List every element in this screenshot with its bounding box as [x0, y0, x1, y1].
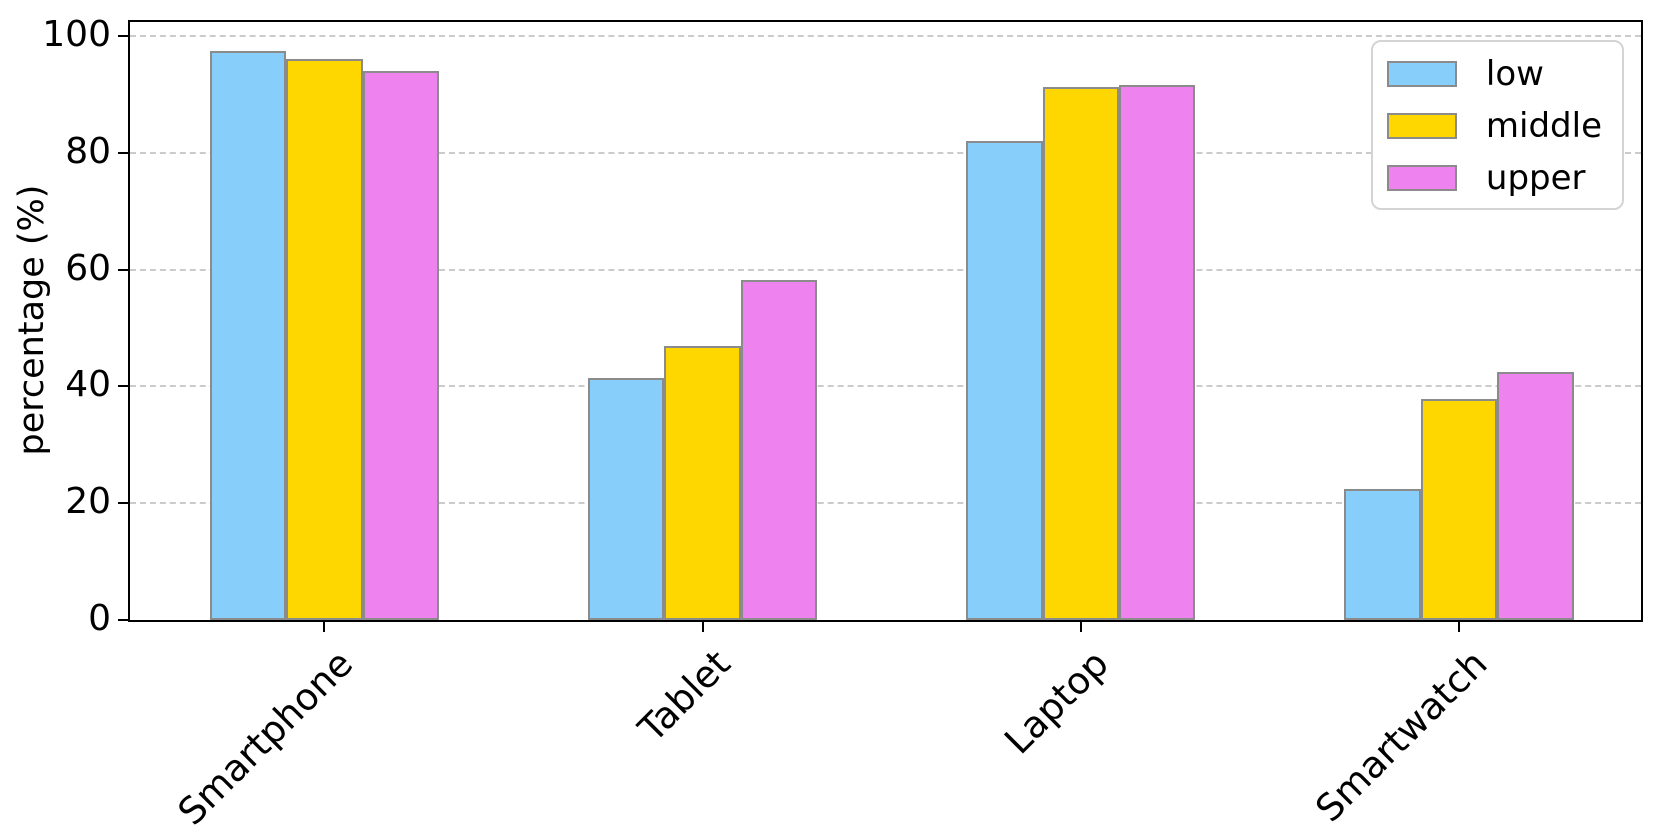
x-tick-label-laptop: Laptop	[996, 642, 1118, 763]
bar-smartwatch-middle	[1420, 399, 1498, 620]
y-tick-label-0: 0	[88, 597, 111, 639]
legend-swatch-upper	[1386, 165, 1457, 191]
y-tick-mark-20	[118, 502, 128, 505]
gridline-100	[130, 35, 1641, 38]
gridline-80	[130, 151, 1641, 154]
bar-laptop-low	[966, 141, 1043, 620]
bar-tablet-low	[588, 378, 665, 620]
bar-tablet-upper	[740, 279, 818, 620]
y-axis-label: percentage (%)	[12, 184, 52, 456]
y-tick-mark-100	[118, 35, 128, 38]
legend: low middle upper	[1370, 40, 1624, 210]
legend-label-upper: upper	[1485, 158, 1586, 198]
legend-swatch-middle	[1386, 113, 1457, 139]
x-tick-label-smartphone: Smartphone	[169, 642, 361, 833]
x-tick-mark-laptop	[1079, 622, 1082, 632]
x-tick-label-tablet: Tablet	[630, 642, 740, 751]
y-tick-mark-60	[118, 268, 128, 271]
plot-area: 0 20 40 60 80 100 Smartphone Tablet Laptop Smart…	[42, 14, 1643, 833]
bar-smartwatch-low	[1344, 489, 1421, 620]
x-tick-mark-smartphone	[323, 622, 326, 632]
bar-smartphone-low	[209, 50, 287, 620]
x-tick-mark-smartwatch	[1458, 622, 1461, 632]
x-tick-label-smartwatch: Smartwatch	[1307, 642, 1496, 831]
bar-smartphone-middle	[286, 59, 363, 620]
bar-tablet-middle	[664, 345, 741, 620]
bar-laptop-upper	[1119, 84, 1196, 620]
legend-item-middle: middle	[1386, 100, 1602, 152]
y-tick-label-40: 40	[65, 364, 111, 406]
y-tick-mark-80	[118, 151, 128, 154]
gridline-60	[130, 268, 1641, 271]
y-tick-mark-0	[118, 619, 128, 621]
legend-item-low: low	[1386, 48, 1602, 100]
bar-laptop-middle	[1042, 86, 1120, 620]
y-tick-label-60: 60	[65, 247, 111, 289]
y-tick-label-100: 100	[42, 13, 111, 55]
legend-swatch-low	[1386, 61, 1457, 87]
legend-label-middle: middle	[1485, 106, 1602, 146]
legend-label-low: low	[1485, 54, 1544, 94]
bar-smartphone-upper	[362, 71, 439, 620]
y-tick-mark-40	[118, 385, 128, 388]
y-tick-label-20: 20	[65, 481, 111, 523]
y-tick-label-80: 80	[65, 130, 111, 172]
legend-item-upper: upper	[1386, 152, 1602, 204]
x-tick-mark-tablet	[701, 622, 704, 632]
bar-smartwatch-upper	[1497, 372, 1574, 620]
gridline-20	[130, 502, 1641, 505]
gridline-40	[130, 385, 1641, 388]
